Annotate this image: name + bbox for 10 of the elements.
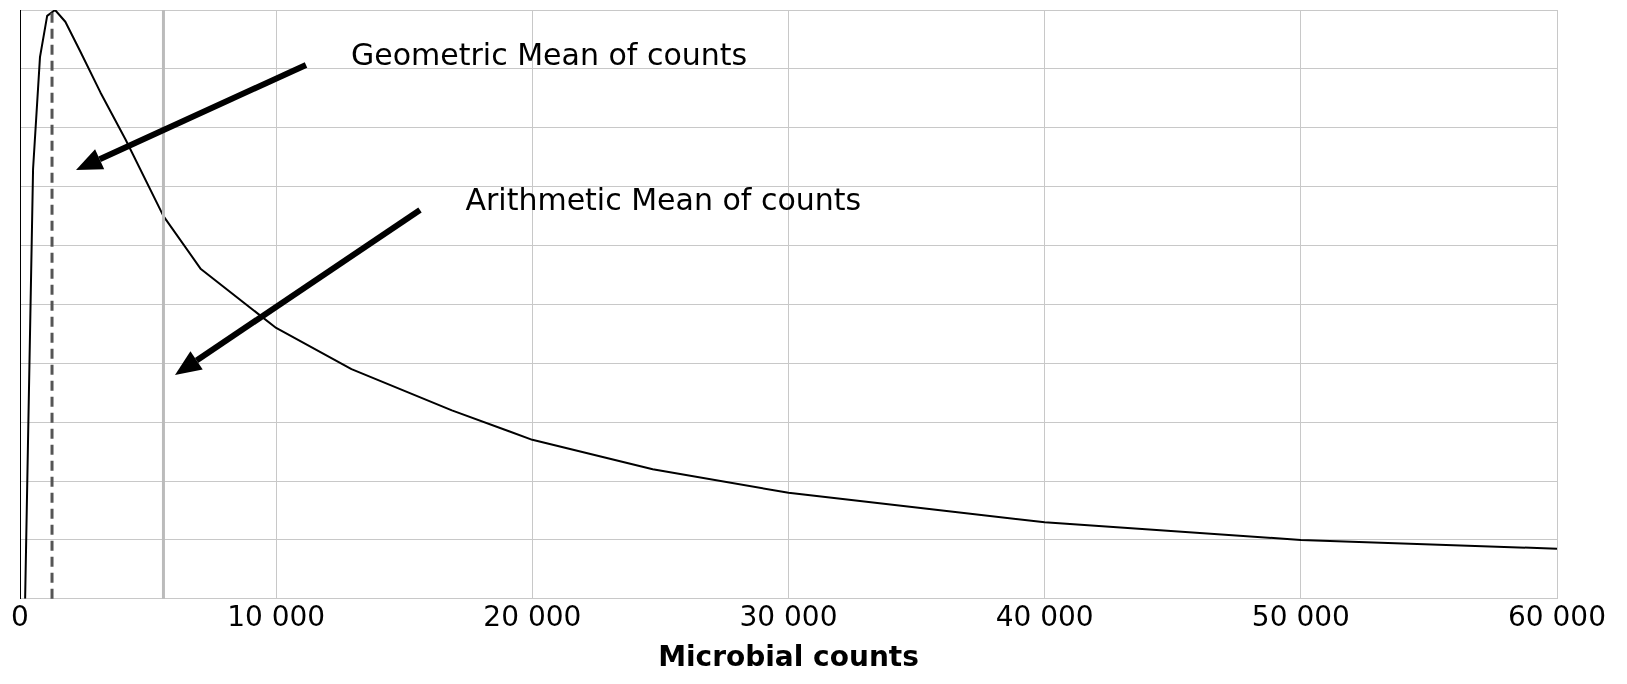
x-tick-label: 40 000 bbox=[995, 599, 1094, 633]
x-tick-label: 30 000 bbox=[739, 599, 838, 633]
x-tick-label: 50 000 bbox=[1251, 599, 1350, 633]
annotation: Geometric Mean of counts bbox=[351, 36, 748, 72]
x-tick-label: 60 000 bbox=[1508, 599, 1606, 633]
annotation: Arithmetic Mean of counts bbox=[465, 181, 862, 217]
x-tick-label: 0 bbox=[11, 599, 29, 633]
x-tick-label: 10 000 bbox=[227, 599, 326, 633]
x-tick-label: 20 000 bbox=[483, 599, 582, 633]
x-axis-title: Microbial counts bbox=[658, 640, 919, 674]
